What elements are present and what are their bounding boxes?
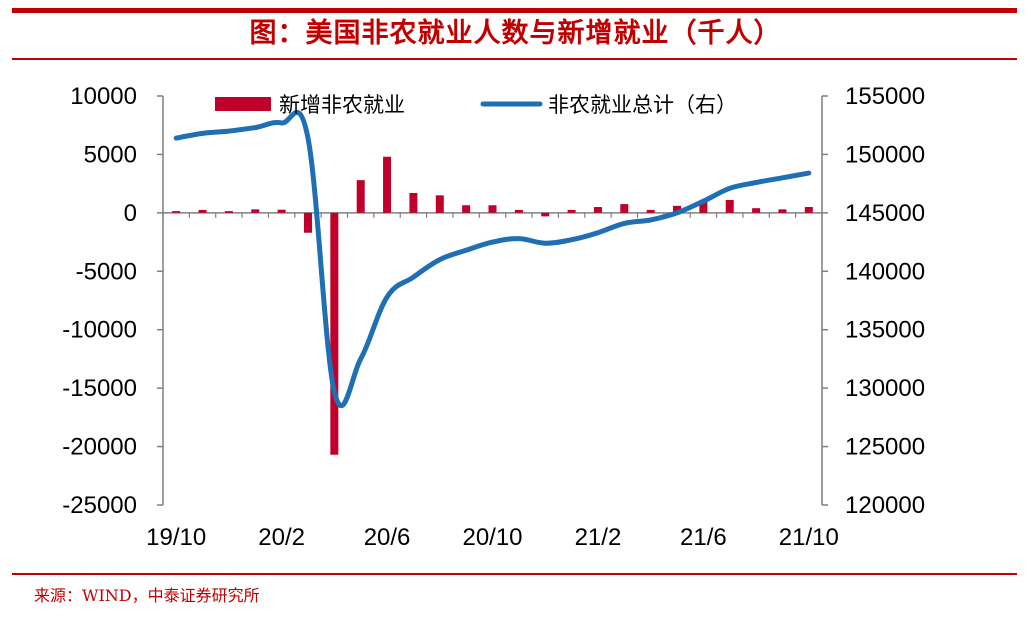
data-bar bbox=[488, 205, 497, 213]
right-tick-label: 130000 bbox=[845, 375, 925, 402]
data-bar bbox=[356, 180, 365, 213]
right-tick-label: 155000 bbox=[845, 83, 925, 110]
right-tick-label: 120000 bbox=[845, 492, 925, 519]
source-note: 来源：WIND，中泰证券研究所 bbox=[34, 586, 260, 605]
axes bbox=[157, 95, 828, 506]
data-bar bbox=[198, 209, 207, 213]
employment-total-line bbox=[173, 109, 812, 409]
data-bar bbox=[383, 156, 392, 213]
right-tick-label: 140000 bbox=[845, 258, 925, 285]
data-bar bbox=[541, 212, 550, 217]
legend: 新增非农就业 非农就业总计（右） bbox=[215, 93, 737, 117]
data-bar bbox=[303, 212, 312, 233]
x-tick-label: 20/6 bbox=[364, 524, 411, 551]
right-tick-label: 125000 bbox=[845, 434, 925, 461]
left-tick-label: -20000 bbox=[62, 434, 137, 461]
data-bar bbox=[514, 209, 523, 213]
x-tick-label: 19/10 bbox=[146, 524, 206, 551]
top-rule bbox=[12, 8, 1017, 13]
x-tick-label: 21/2 bbox=[575, 524, 622, 551]
data-bar bbox=[409, 192, 418, 213]
left-tick-label: 10000 bbox=[70, 83, 137, 110]
chart-area: 10000 5000 0 -5000 -10000 -15000 -20000 -25000 1… bbox=[62, 83, 925, 551]
right-tick-label: 145000 bbox=[845, 200, 925, 227]
data-bar bbox=[673, 205, 682, 213]
data-bar bbox=[435, 195, 444, 213]
legend-line-label: 非农就业总计（右） bbox=[548, 93, 737, 117]
x-tick-label: 20/10 bbox=[462, 524, 522, 551]
data-bar bbox=[330, 212, 339, 455]
left-tick-label: -5000 bbox=[76, 258, 137, 285]
data-bar bbox=[699, 201, 708, 213]
line-series bbox=[173, 109, 812, 409]
left-tick-label: 0 bbox=[124, 200, 137, 227]
legend-bar-label: 新增非农就业 bbox=[279, 93, 405, 117]
data-bar bbox=[251, 209, 260, 213]
data-bar bbox=[593, 207, 602, 213]
left-tick-label: -25000 bbox=[62, 492, 137, 519]
x-tick-label: 21/6 bbox=[680, 524, 727, 551]
data-bar bbox=[172, 211, 181, 213]
data-bar bbox=[620, 204, 629, 213]
data-bar bbox=[567, 209, 576, 213]
data-bar bbox=[462, 205, 471, 213]
source-rule bbox=[12, 573, 1017, 575]
data-bar bbox=[804, 207, 813, 213]
right-tick-label: 150000 bbox=[845, 141, 925, 168]
bar-series bbox=[172, 156, 813, 455]
right-tick-label: 135000 bbox=[845, 317, 925, 344]
data-bar bbox=[752, 208, 761, 213]
chart-title: 图：美国非农就业人数与新增就业（千人） bbox=[249, 18, 782, 49]
left-tick-label: 5000 bbox=[84, 141, 137, 168]
data-bar bbox=[224, 211, 233, 213]
data-bar bbox=[778, 209, 787, 213]
x-tick-label: 21/10 bbox=[779, 524, 839, 551]
data-bar bbox=[725, 200, 734, 213]
data-bar bbox=[277, 209, 286, 213]
left-tick-label: -10000 bbox=[62, 317, 137, 344]
legend-bar-swatch bbox=[215, 97, 271, 111]
title-rule bbox=[12, 58, 1017, 60]
data-bar bbox=[646, 209, 655, 213]
tick-labels: 10000 5000 0 -5000 -10000 -15000 -20000 -25000 1… bbox=[62, 83, 925, 551]
left-tick-label: -15000 bbox=[62, 375, 137, 402]
x-tick-label: 20/2 bbox=[258, 524, 305, 551]
